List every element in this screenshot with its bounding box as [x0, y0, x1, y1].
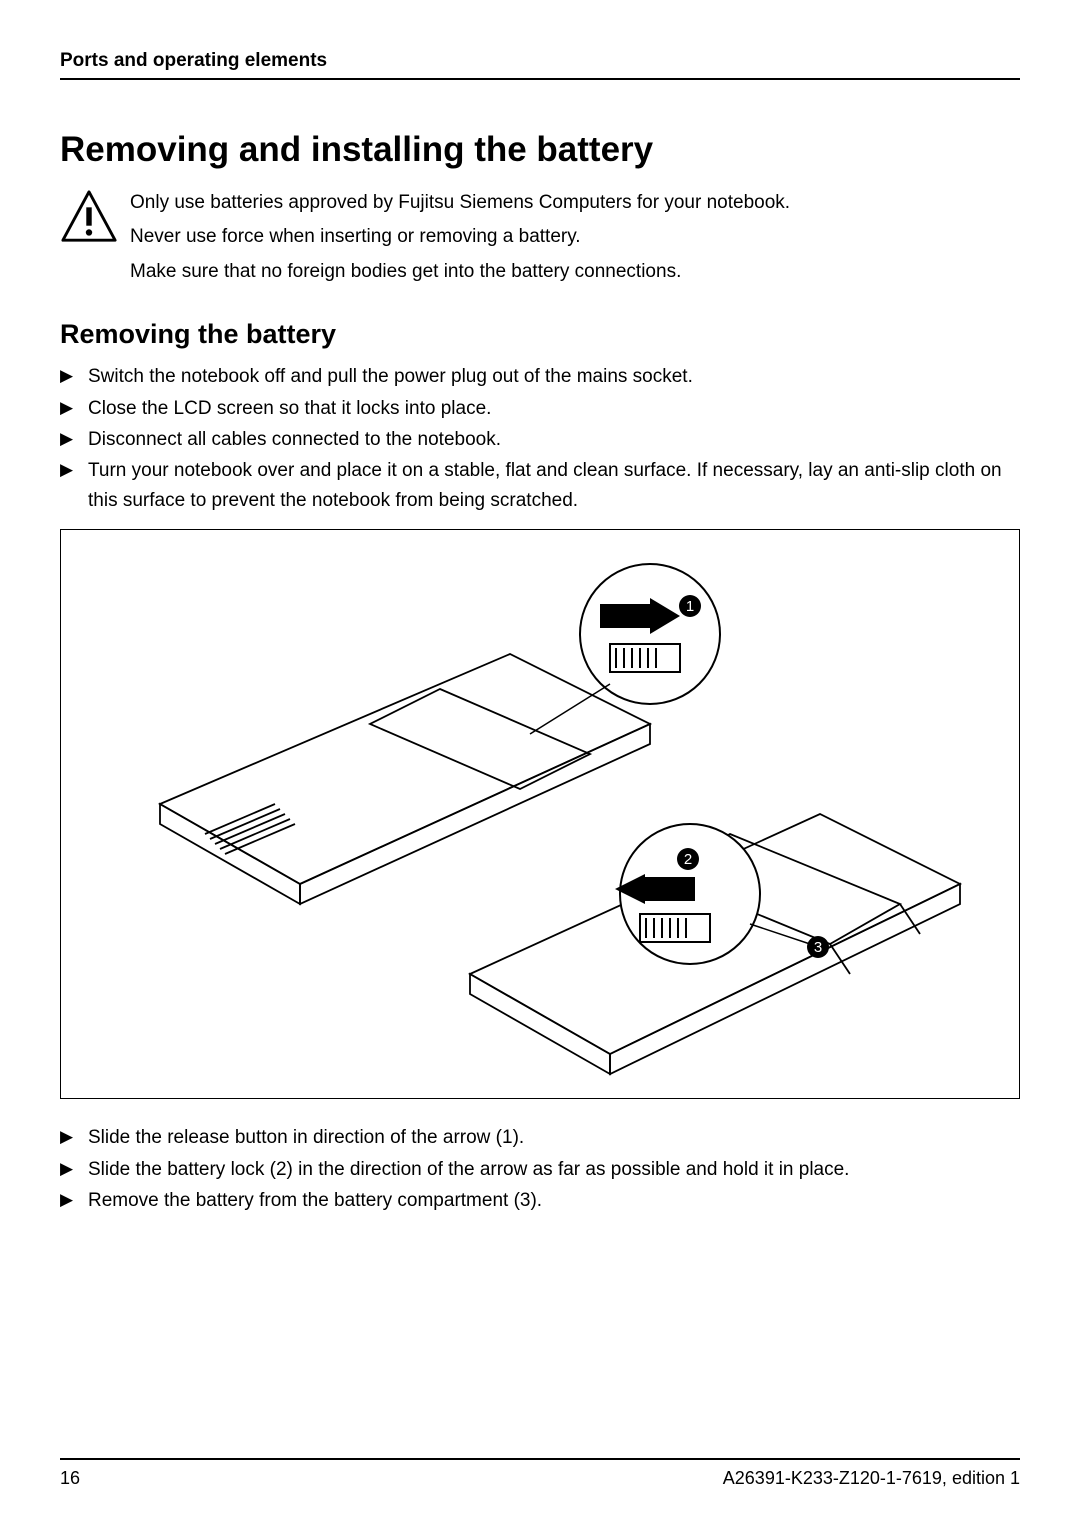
warning-block: Only use batteries approved by Fujitsu S… [60, 188, 1020, 291]
running-header: Ports and operating elements [60, 50, 1020, 80]
step-text: Slide the battery lock (2) in the direct… [88, 1155, 1020, 1184]
step-item: ▶ Slide the battery lock (2) in the dire… [60, 1155, 1020, 1184]
callout-2-label: 2 [684, 851, 692, 868]
step-marker-icon: ▶ [60, 1155, 88, 1184]
page-number: 16 [60, 1468, 80, 1489]
page-title: Removing and installing the battery [60, 130, 1020, 170]
callout-3-label: 3 [814, 939, 822, 956]
step-text: Disconnect all cables connected to the n… [88, 425, 1020, 454]
steps-after-figure: ▶ Slide the release button in direction … [60, 1123, 1020, 1215]
section-title: Ports and operating elements [60, 50, 327, 71]
step-item: ▶ Switch the notebook off and pull the p… [60, 362, 1020, 391]
step-item: ▶ Remove the battery from the battery co… [60, 1186, 1020, 1215]
callout-1-label: 1 [686, 598, 694, 615]
subheading: Removing the battery [60, 319, 1020, 350]
step-text: Remove the battery from the battery comp… [88, 1186, 1020, 1215]
step-item: ▶ Disconnect all cables connected to the… [60, 425, 1020, 454]
step-marker-icon: ▶ [60, 1123, 88, 1152]
warning-text: Only use batteries approved by Fujitsu S… [130, 188, 790, 291]
step-marker-icon: ▶ [60, 1186, 88, 1215]
step-marker-icon: ▶ [60, 456, 88, 515]
step-text: Switch the notebook off and pull the pow… [88, 362, 1020, 391]
step-item: ▶ Close the LCD screen so that it locks … [60, 394, 1020, 423]
warning-triangle-icon [60, 188, 130, 251]
step-text: Close the LCD screen so that it locks in… [88, 394, 1020, 423]
step-item: ▶ Slide the release button in direction … [60, 1123, 1020, 1152]
steps-before-figure: ▶ Switch the notebook off and pull the p… [60, 362, 1020, 515]
step-item: ▶ Turn your notebook over and place it o… [60, 456, 1020, 515]
doc-id: A26391-K233-Z120-1-7619, edition 1 [723, 1468, 1020, 1489]
warning-line: Never use force when inserting or removi… [130, 222, 790, 252]
page-footer: 16 A26391-K233-Z120-1-7619, edition 1 [60, 1458, 1020, 1489]
figure-battery-removal: 1 2 3 [60, 529, 1020, 1099]
step-marker-icon: ▶ [60, 394, 88, 423]
step-marker-icon: ▶ [60, 362, 88, 391]
warning-line: Make sure that no foreign bodies get int… [130, 257, 790, 287]
step-text: Turn your notebook over and place it on … [88, 456, 1020, 515]
step-marker-icon: ▶ [60, 425, 88, 454]
warning-line: Only use batteries approved by Fujitsu S… [130, 188, 790, 218]
step-text: Slide the release button in direction of… [88, 1123, 1020, 1152]
